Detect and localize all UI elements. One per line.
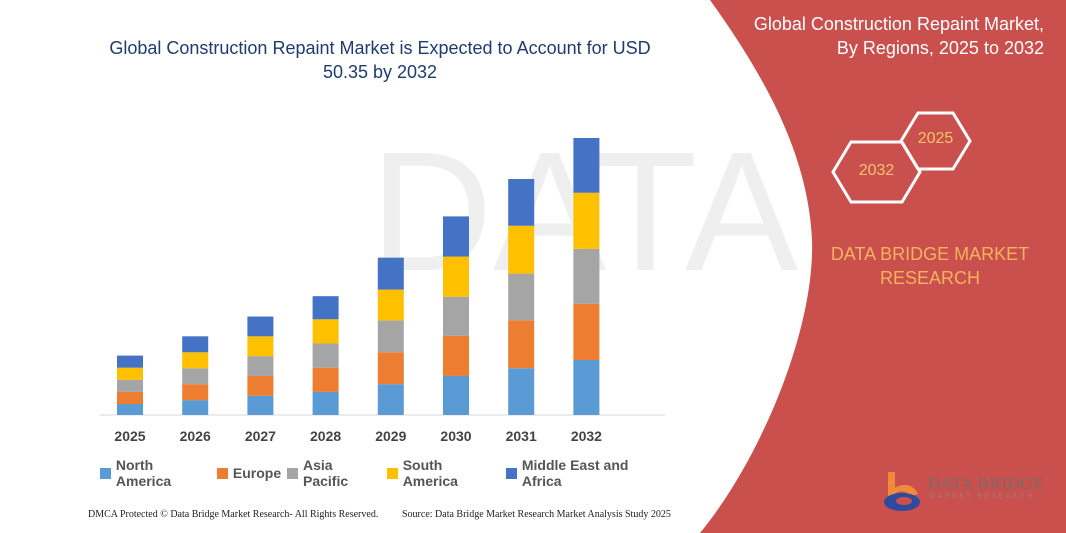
chart-legend: North America Europe Asia Pacific South Ame… — [100, 457, 670, 489]
bar-2025-asia-pacific — [117, 379, 143, 392]
x-tick-label: 2029 — [375, 428, 406, 444]
x-tick-labels: 2025 2026 2027 2028 2029 2030 2031 2032 — [114, 428, 602, 444]
bar-2028-asia-pacific — [312, 343, 339, 368]
bar-2027-europe — [247, 375, 274, 396]
bar-2032-europe — [573, 303, 600, 360]
legend-label: South America — [402, 457, 458, 489]
legend-swatch — [386, 467, 398, 479]
bar-2025-south-america — [117, 367, 143, 380]
legend-item: South America — [386, 457, 500, 489]
x-tick-label: 2027 — [245, 428, 276, 444]
bar-2028-middle-east-and-africa — [312, 296, 339, 320]
bar-2029-europe — [377, 352, 404, 385]
bar-2031-north-america — [508, 368, 535, 415]
legend-label: Middle East and Africa — [521, 457, 629, 489]
bar-2029-north-america — [377, 384, 404, 415]
legend-label: North America — [115, 457, 172, 489]
x-tick-label: 2025 — [114, 428, 145, 444]
bar-2027-north-america — [247, 395, 274, 415]
bar-2030-europe — [443, 335, 469, 376]
bar-2031-middle-east-and-africa — [508, 178, 535, 226]
x-tick-label: 2032 — [571, 428, 602, 444]
bar-2028-south-america — [312, 319, 339, 344]
side-panel — [700, 0, 1066, 533]
bar-2026-asia-pacific — [182, 368, 209, 385]
bar-2025-europe — [117, 391, 143, 404]
hex-2032-label: 2032 — [858, 162, 895, 179]
logo-text: DATA BRIDGE — [928, 474, 1045, 493]
bar-2032-south-america — [573, 192, 600, 249]
footer-copyright: DMCA Protected © Data Bridge Market Rese… — [88, 509, 379, 520]
legend-label: Asia Pacific — [303, 457, 349, 489]
brand-line2: RESEARCH — [879, 268, 981, 288]
bar-2027-asia-pacific — [247, 356, 274, 376]
hex-2025-label: 2025 — [917, 130, 954, 147]
brand-line1: DATA BRIDGE MARKET — [830, 244, 1030, 264]
bar-2027-middle-east-and-africa — [247, 316, 274, 337]
bar-2032-middle-east-and-africa — [573, 138, 600, 193]
bar-2029-asia-pacific — [377, 320, 404, 353]
bar-2032-asia-pacific — [573, 248, 600, 304]
bar-2030-north-america — [443, 375, 469, 415]
footer-source: Source: Data Bridge Market Research Mark… — [402, 509, 671, 520]
bar-2028-north-america — [312, 391, 339, 415]
bar-2026-north-america — [182, 400, 209, 415]
side-panel-title: Global Construction Repaint Market, By R… — [704, 12, 1044, 60]
legend-swatch — [505, 467, 517, 479]
legend-swatch — [100, 467, 111, 479]
bar-2032-north-america — [573, 359, 600, 415]
bar-2025-north-america — [117, 403, 143, 415]
x-tick-label: 2026 — [180, 428, 211, 444]
bar-2031-europe — [508, 320, 535, 369]
legend-label: Europe — [232, 465, 282, 481]
side-title-line2: By Regions, 2025 to 2032 — [836, 38, 1044, 58]
x-tick-label: 2028 — [310, 428, 341, 444]
side-title-line1: Global Construction Repaint Market, — [753, 14, 1044, 34]
bar-2025-middle-east-and-africa — [117, 355, 143, 368]
bars-group — [117, 138, 600, 415]
legend-item: North America — [100, 457, 211, 489]
bar-2030-asia-pacific — [443, 296, 469, 336]
bar-2027-south-america — [247, 336, 274, 357]
logo-subtext: MARKET RESEARCH — [930, 494, 1035, 500]
brand-text: DATA BRIDGE MARKET RESEARCH — [820, 242, 1040, 290]
bar-2029-south-america — [377, 289, 404, 321]
legend-swatch — [216, 467, 228, 479]
bar-2030-middle-east-and-africa — [443, 216, 469, 257]
hex-2032-shape — [831, 140, 922, 204]
bar-2026-south-america — [182, 352, 209, 369]
bar-2031-south-america — [508, 225, 535, 274]
x-tick-label: 2030 — [440, 428, 471, 444]
bar-2026-europe — [182, 384, 209, 401]
bar-2026-middle-east-and-africa — [182, 336, 209, 353]
legend-item: Middle East and Africa — [505, 457, 670, 489]
bar-2028-europe — [312, 367, 339, 392]
legend-swatch — [287, 467, 298, 479]
bar-2029-middle-east-and-africa — [377, 257, 404, 290]
x-tick-label: 2031 — [506, 428, 537, 444]
chart-title: Global Construction Repaint Market is Ex… — [109, 38, 651, 82]
bar-2031-asia-pacific — [508, 273, 535, 321]
legend-item: Europe — [216, 457, 282, 489]
legend-item: Asia Pacific — [287, 457, 381, 489]
data-bridge-logo-icon — [884, 472, 920, 511]
bar-2030-south-america — [443, 256, 469, 297]
